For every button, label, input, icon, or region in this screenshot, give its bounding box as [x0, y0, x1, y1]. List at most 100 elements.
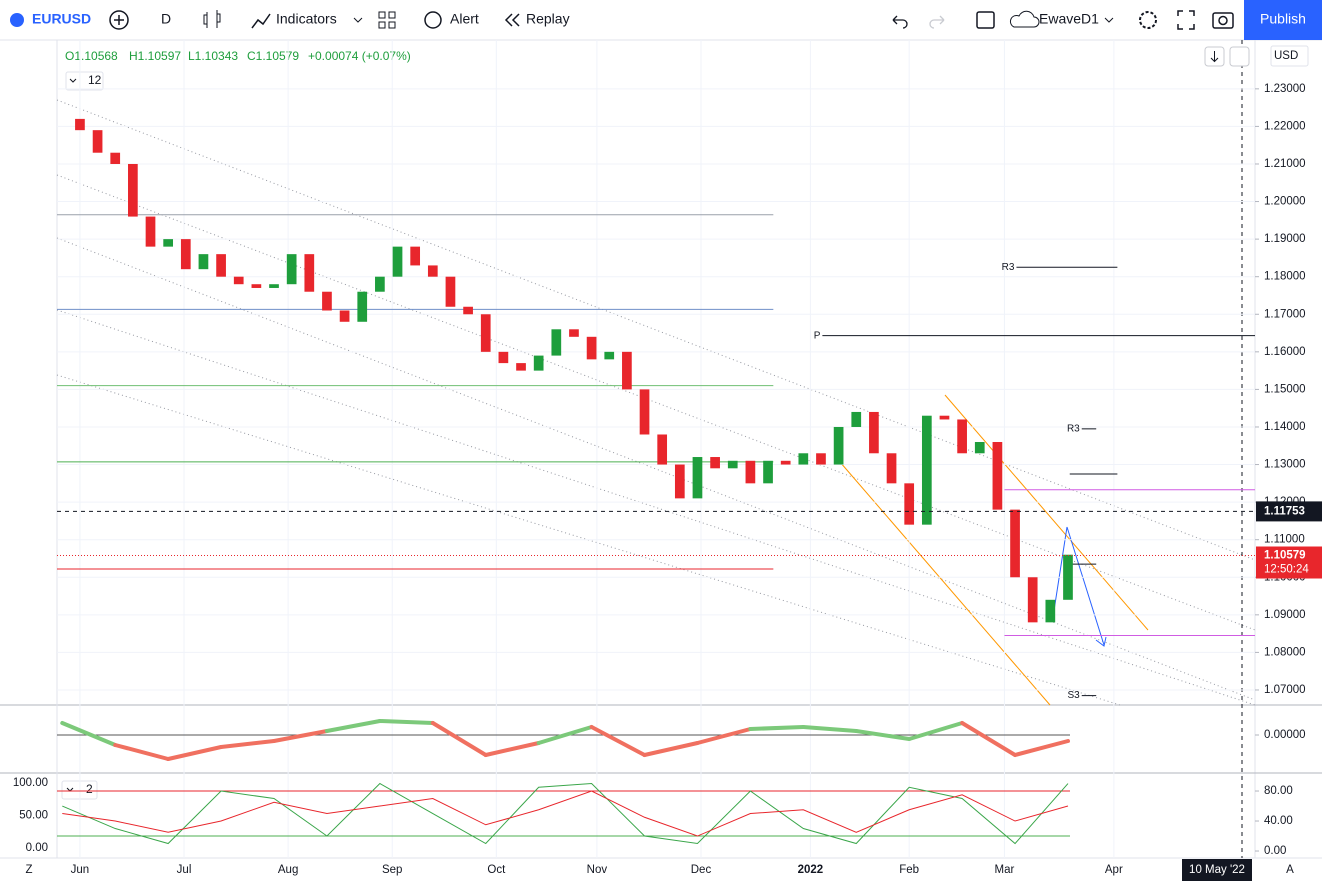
stochastic-line [62, 790, 1069, 837]
regression-channel [56, 99, 1256, 706]
alert-button[interactable]: Alert [450, 11, 479, 27]
ohlc-high: H1.10597 [129, 49, 181, 63]
pane-count[interactable]: 2 [86, 782, 93, 796]
candle [1063, 554, 1073, 600]
undo-button[interactable] [892, 15, 908, 29]
auto-scale-button[interactable]: A [1286, 864, 1294, 876]
indicators-button[interactable]: Indicators [276, 11, 337, 27]
candle [639, 389, 650, 435]
settings-button[interactable] [1139, 11, 1157, 29]
redo-button[interactable] [929, 15, 945, 29]
timezone-button[interactable]: Z [25, 864, 32, 876]
ohlc-low: L1.10343 [188, 49, 238, 63]
scroll-icon [1210, 51, 1219, 63]
left-tick-label: 100.00 [13, 777, 48, 789]
replay-button[interactable]: Replay [526, 11, 570, 27]
oscillator-segment [642, 741, 700, 757]
templates-button[interactable] [378, 11, 396, 29]
x-tick-label: Feb [899, 864, 919, 876]
candle [833, 426, 844, 465]
wave-projection [1052, 526, 1105, 646]
y-tick-label: 1.14000 [1264, 421, 1306, 433]
y-tick-label: 0.00 [1264, 845, 1286, 857]
interval[interactable]: D [161, 11, 171, 27]
candle [1045, 599, 1056, 623]
layout-menu[interactable] [1104, 17, 1114, 23]
symbol[interactable]: EURUSD [32, 11, 91, 27]
candle [128, 163, 138, 217]
x-tick-label: Jul [177, 864, 192, 876]
wave-arrow [1095, 636, 1107, 647]
oscillator-segment [483, 741, 541, 757]
left-tick-label: 50.00 [19, 810, 48, 822]
y-tick-label: 1.09000 [1264, 609, 1306, 621]
currency-box[interactable] [1270, 45, 1309, 67]
left-tick-label: 0.00 [26, 842, 48, 854]
snapshot-button[interactable] [1212, 12, 1234, 29]
y-tick-label: 80.00 [1264, 785, 1293, 797]
x-tick-label: Nov [587, 864, 608, 876]
candle [445, 276, 456, 307]
oscillator-segment [219, 739, 277, 749]
candle [869, 411, 879, 454]
candle [92, 130, 103, 153]
candle [939, 415, 950, 420]
y-tick-label: 1.23000 [1264, 83, 1306, 95]
candle [851, 411, 862, 427]
currency[interactable]: USD [1274, 50, 1298, 62]
candle [727, 460, 738, 469]
y-tick-label: 0.00000 [1264, 729, 1306, 741]
candle [198, 254, 209, 270]
alert-icon[interactable] [424, 11, 442, 29]
crosshair-tag [1256, 501, 1322, 522]
candle [463, 306, 473, 315]
y-tick-label: 1.22000 [1264, 120, 1306, 132]
candle [710, 457, 720, 469]
cloud-icon[interactable] [1009, 10, 1040, 28]
candle [480, 314, 491, 352]
candle [886, 453, 897, 484]
fullscreen-button[interactable] [1177, 10, 1195, 30]
candle [110, 152, 121, 164]
candle [1010, 509, 1020, 578]
date-tag [1182, 859, 1252, 881]
candle [375, 276, 385, 292]
x-tick-label: Sep [382, 864, 402, 876]
x-tick-label: Apr [1105, 864, 1123, 876]
legend-toggle[interactable] [69, 78, 77, 83]
oscillator-segment [854, 729, 912, 741]
y-tick-label: 1.19000 [1264, 233, 1306, 245]
replay-icon[interactable] [504, 13, 520, 27]
candle [992, 442, 1003, 510]
oscillator-segment [60, 721, 118, 747]
indicators-menu[interactable] [353, 17, 363, 23]
compare-button[interactable] [109, 10, 129, 30]
publish-button[interactable] [1244, 0, 1322, 40]
reset-button[interactable] [1229, 46, 1250, 67]
candle [763, 460, 773, 484]
last-price: 1.10579 [1264, 550, 1306, 562]
publish-label[interactable]: Publish [1260, 11, 1306, 27]
y-tick-label: 1.08000 [1264, 646, 1306, 658]
chart-type-button[interactable] [203, 10, 221, 28]
candle [145, 216, 156, 247]
candle [551, 329, 562, 356]
layout-button[interactable] [976, 11, 995, 29]
indicator-count-box[interactable] [65, 71, 104, 91]
candle [622, 351, 632, 390]
date-label: 10 May '22 [1189, 864, 1245, 876]
x-tick-label: Mar [995, 864, 1015, 876]
candle [427, 265, 438, 277]
symbol-logo[interactable] [10, 13, 24, 27]
pivot-label: S3 [1068, 690, 1081, 701]
layout-name[interactable]: EwaveD1 [1039, 11, 1099, 27]
candle [269, 284, 279, 288]
pivot-label: R3 [1002, 262, 1015, 273]
indicators-icon[interactable] [251, 13, 271, 29]
candle [798, 453, 809, 465]
y-tick-label: 1.16000 [1264, 346, 1306, 358]
indicator-count[interactable]: 12 [88, 73, 102, 87]
y-tick-label: 1.17000 [1264, 308, 1306, 320]
candle [657, 434, 668, 465]
oscillator-segment [907, 721, 965, 741]
